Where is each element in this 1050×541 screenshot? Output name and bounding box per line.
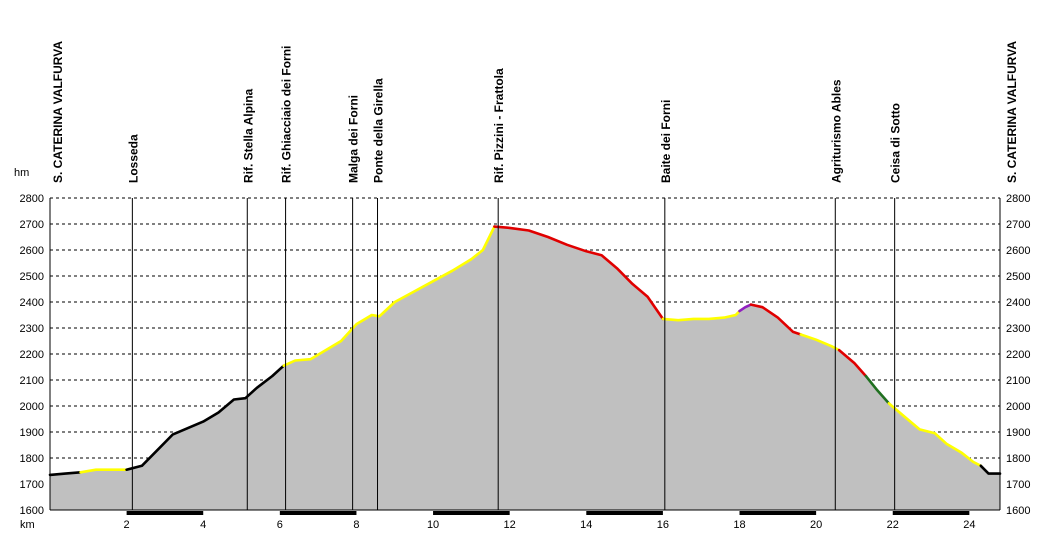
x-tick-label: 16	[657, 519, 669, 531]
y-tick-label-left: 1800	[20, 453, 44, 465]
y-axis-unit-label: hm	[14, 167, 29, 179]
km-band-segment	[279, 511, 357, 515]
x-axis-unit-label: km	[20, 519, 35, 531]
y-tick-label-left: 2000	[20, 401, 44, 413]
waypoint-label: Rif. Pizzini - Frattola	[492, 68, 506, 183]
x-tick-label: 24	[963, 519, 975, 531]
x-tick-label: 8	[353, 519, 359, 531]
y-tick-label-right: 1900	[1006, 427, 1030, 439]
y-tick-label-right: 2200	[1006, 349, 1030, 361]
waypoint-label: Ceisa di Sotto	[889, 103, 903, 183]
profile-segment-black	[48, 470, 82, 477]
profile-segment-yellow	[79, 468, 128, 474]
profile-segment-yellow	[661, 309, 741, 322]
profile-segment-yellow	[887, 402, 983, 468]
x-tick-label: 10	[427, 519, 439, 531]
y-tick-label-left: 2200	[20, 349, 44, 361]
x-tick-label: 20	[810, 519, 822, 531]
y-tick-label-right: 2300	[1006, 323, 1030, 335]
y-tick-label-left: 2500	[20, 271, 44, 283]
line-layer	[48, 225, 1002, 477]
waypoint-label: Losseda	[126, 134, 140, 183]
y-tick-label-right: 2800	[1006, 193, 1030, 205]
waypoint-label: Malga dei Forni	[347, 95, 361, 183]
y-tick-label-right: 2100	[1006, 375, 1030, 387]
profile-segment-purple	[738, 303, 753, 313]
profile-segment-red	[749, 303, 803, 336]
y-tick-label-left: 2300	[20, 323, 44, 335]
x-tick-label: 12	[504, 519, 516, 531]
y-tick-label-left: 2700	[20, 219, 44, 231]
waypoint-layer: S. CATERINA VALFURVA Losseda Rif. Stella A…	[51, 41, 1019, 510]
y-tick-label-left: 1600	[20, 505, 44, 517]
waypoint-label: Baite dei Forni	[659, 100, 673, 183]
profile-segment-red	[837, 348, 868, 378]
profile-segment-green	[864, 374, 891, 405]
y-tick-label-left: 2100	[20, 375, 44, 387]
x-tick-label: 14	[580, 519, 592, 531]
x-tick-label: 22	[887, 519, 899, 531]
y-tick-label-right: 1600	[1006, 505, 1030, 517]
waypoint-label: Agriturismo Ables	[829, 79, 843, 183]
km-band-segment	[586, 511, 663, 515]
profile-segment-black	[125, 364, 286, 472]
y-tick-label-left: 1700	[20, 479, 44, 491]
x-tick-label: 18	[733, 519, 745, 531]
y-tick-label-right: 2700	[1006, 219, 1030, 231]
axis-layer: hm km 1600 1600 1700 1700 1800 1800 1900 1900 20…	[14, 167, 1030, 531]
y-tick-label-right: 2000	[1006, 401, 1030, 413]
y-tick-label-right: 2600	[1006, 245, 1030, 257]
area-layer	[50, 226, 1000, 510]
profile-segment-yellow	[282, 225, 496, 368]
y-tick-label-right: 2500	[1006, 271, 1030, 283]
y-tick-label-left: 2400	[20, 297, 44, 309]
waypoint-label: Ponte della Girella	[372, 78, 386, 183]
waypoint-label: Rif. Ghiacciaio dei Forni	[280, 46, 294, 183]
km-band-segment	[433, 511, 510, 515]
y-tick-label-left: 1900	[20, 427, 44, 439]
elevation-area	[50, 226, 1000, 510]
y-tick-label-right: 2400	[1006, 297, 1030, 309]
y-tick-label-right: 1700	[1006, 479, 1030, 491]
y-tick-label-right: 1800	[1006, 453, 1030, 465]
profile-segment-black	[979, 464, 1002, 475]
waypoint-label: S. CATERINA VALFURVA	[51, 41, 65, 183]
waypoint-label: S. CATERINA VALFURVA	[1005, 41, 1019, 183]
km-band-segment	[739, 511, 817, 515]
y-tick-label-left: 2800	[20, 193, 44, 205]
km-band-segment	[126, 511, 204, 515]
x-tick-label: 4	[200, 519, 206, 531]
x-tick-label: 2	[124, 519, 130, 531]
profile-segment-red	[493, 225, 665, 321]
x-tick-label: 6	[277, 519, 283, 531]
km-band-segment	[892, 511, 970, 515]
waypoint-label: Rif. Stella Alpina	[241, 88, 255, 183]
y-tick-label-left: 2600	[20, 245, 44, 257]
